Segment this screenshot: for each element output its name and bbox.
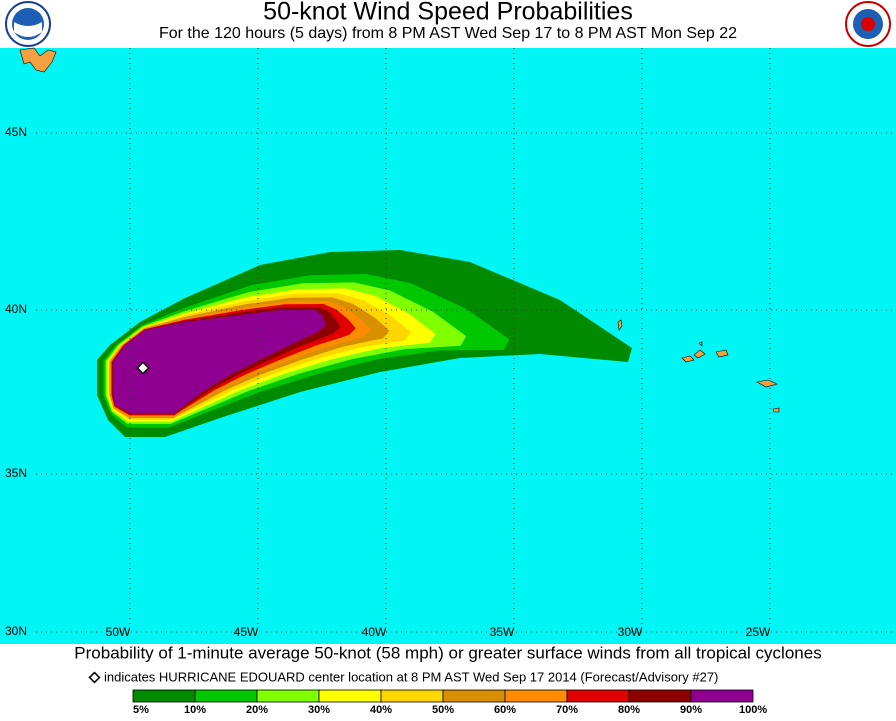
color-legend: 5% 10% 20% 30% 40% 50% 60% 70% 80% 90% 100% <box>132 689 767 716</box>
land <box>19 47 780 413</box>
storm-center-marker <box>136 361 150 375</box>
lat-label: 45N <box>5 125 27 139</box>
logo-center <box>861 17 875 31</box>
legend-label: 30% <box>308 704 330 716</box>
island <box>693 349 706 359</box>
lon-label: 40W <box>362 625 387 639</box>
legend-label: 10% <box>184 704 206 716</box>
island <box>756 379 778 388</box>
legend-swatch <box>566 689 630 703</box>
title: 50-knot Wind Speed Probabilities <box>263 0 633 26</box>
legend-swatch <box>504 689 568 703</box>
legend-label: 40% <box>370 704 392 716</box>
probability-band <box>113 310 325 413</box>
island <box>617 319 623 331</box>
legend-label: 90% <box>680 704 702 716</box>
legend-swatch <box>132 689 196 703</box>
legend-swatch <box>194 689 258 703</box>
logo-wave <box>14 22 42 37</box>
nws-logo <box>845 1 891 47</box>
lon-label: 45W <box>234 625 259 639</box>
subtitle: For the 120 hours (5 days) from 8 PM AST… <box>159 25 737 42</box>
legend-label: 60% <box>494 704 516 716</box>
lat-label: 30N <box>5 624 27 638</box>
lat-label: 35N <box>5 466 27 480</box>
legend-swatch <box>256 689 320 703</box>
caption: Probability of 1-minute average 50-knot … <box>74 643 821 662</box>
lon-label: 30W <box>618 625 643 639</box>
lon-label: 50W <box>106 625 131 639</box>
lon-label: 35W <box>490 625 515 639</box>
island <box>681 355 695 363</box>
legend-swatch <box>318 689 382 703</box>
legend-swatch <box>690 689 754 703</box>
island <box>698 341 703 347</box>
legend-label: 20% <box>246 704 268 716</box>
noaa-logo <box>5 1 51 47</box>
legend-label: 80% <box>618 704 640 716</box>
legend-swatch <box>442 689 506 703</box>
island <box>715 349 729 358</box>
marker-note: indicates HURRICANE EDOUARD center locat… <box>104 669 718 684</box>
legend-swatch <box>628 689 692 703</box>
legend-label: 70% <box>556 704 578 716</box>
graticule: 45N 40N 35N 30N 50W 45W 40W 35W 30W 25W <box>5 48 896 639</box>
probability-contours <box>97 250 632 437</box>
marker-key <box>88 671 101 684</box>
island <box>772 407 780 413</box>
legend-label: 50% <box>432 704 454 716</box>
lon-label: 25W <box>746 625 771 639</box>
legend-label: 100% <box>739 704 767 716</box>
legend-swatch <box>380 689 444 703</box>
legend-label: 5% <box>133 704 149 716</box>
lat-label: 40N <box>5 302 27 316</box>
newfoundland <box>19 47 57 73</box>
